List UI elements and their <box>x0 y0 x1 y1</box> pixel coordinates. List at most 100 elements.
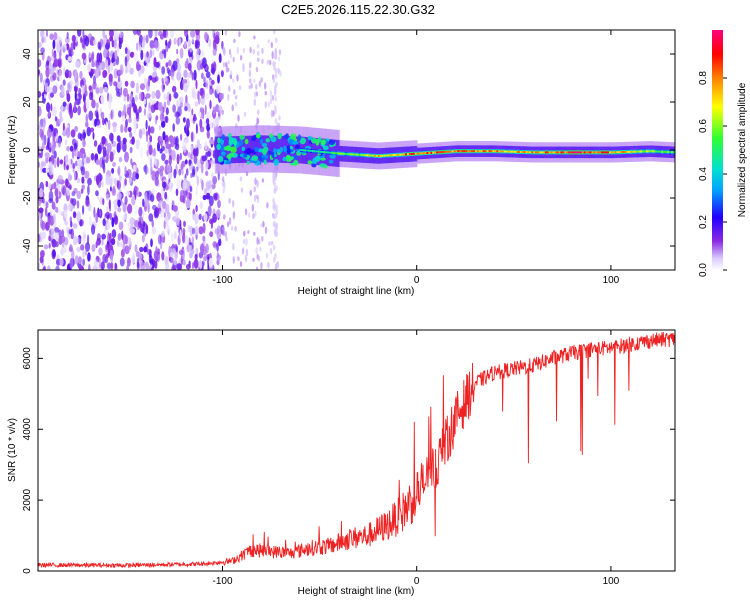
noise-blob <box>256 117 259 125</box>
noise-blob <box>211 149 214 156</box>
noise-blob <box>79 147 86 155</box>
noise-blob <box>154 30 158 38</box>
noise-blob <box>203 77 206 84</box>
ridge-peak <box>323 151 326 154</box>
ridge-peak <box>319 150 322 153</box>
noise-blob <box>192 262 194 270</box>
noise-blob <box>194 101 199 107</box>
ridge-peak <box>428 151 431 154</box>
noise-blob <box>45 157 49 164</box>
noise-blob <box>162 131 166 141</box>
noise-blob <box>152 127 155 134</box>
noise-blob <box>158 124 161 132</box>
noise-blob <box>95 190 99 197</box>
ridge-peak <box>346 153 349 156</box>
noise-blob <box>47 215 51 227</box>
noise-blob <box>126 257 131 267</box>
ridge-peak <box>599 151 602 154</box>
noise-blob <box>127 126 132 133</box>
ridge-blob <box>289 156 294 161</box>
spec-xtick-label: 100 <box>603 275 620 286</box>
colorbar-ticks: 0.0 0.2 0.4 0.6 0.8 <box>698 71 727 277</box>
noise-blob <box>102 30 106 39</box>
noise-blob <box>264 91 267 96</box>
noise-blob <box>209 231 214 238</box>
ridge-peak <box>438 151 441 154</box>
noise-blob <box>91 68 96 75</box>
ridge-blob <box>276 148 281 153</box>
ridge-peak <box>333 152 336 155</box>
noise-blob <box>183 82 188 93</box>
noise-blob <box>118 175 122 182</box>
noise-blob <box>137 190 140 198</box>
noise-blob <box>59 49 62 59</box>
noise-blob <box>176 99 179 108</box>
noise-blob <box>133 124 137 136</box>
noise-blob <box>266 201 269 209</box>
ridge-blob <box>251 160 258 164</box>
noise-blob <box>99 38 104 48</box>
noise-blob <box>89 127 95 133</box>
noise-blob <box>212 213 218 223</box>
noise-blob <box>188 159 192 165</box>
noise-blob <box>66 187 71 196</box>
noise-blob <box>269 90 273 98</box>
noise-blob <box>49 92 55 98</box>
noise-blob <box>74 79 79 87</box>
noise-blob <box>242 65 245 73</box>
noise-blob <box>270 41 273 49</box>
noise-blob <box>79 218 83 227</box>
ridge-blob <box>295 144 301 150</box>
ridge-peak <box>663 150 666 153</box>
noise-blob <box>77 30 82 37</box>
ridge-peak <box>309 149 313 152</box>
noise-blob <box>153 250 159 261</box>
noise-blob <box>41 36 45 44</box>
noise-blob <box>203 213 208 222</box>
noise-blob <box>114 177 117 187</box>
ridge-blob <box>255 134 261 139</box>
noise-blob <box>275 81 278 88</box>
ridge-blob <box>230 146 237 153</box>
noise-blob <box>117 206 122 213</box>
noise-blob <box>55 265 60 270</box>
noise-blob <box>191 227 196 235</box>
ridge-peak <box>385 154 388 157</box>
noise-blob <box>258 80 262 88</box>
noise-blob <box>88 263 91 270</box>
noise-blob <box>72 162 76 169</box>
noise-blob <box>215 104 220 113</box>
ridge-peak <box>486 150 489 153</box>
ridge-peak <box>581 151 584 154</box>
noise-blob <box>80 166 84 172</box>
snr-series-line <box>38 331 675 569</box>
ridge-peak <box>362 154 365 156</box>
noise-blob <box>108 102 112 111</box>
noise-blob <box>66 164 69 171</box>
noise-blob <box>134 94 138 102</box>
noise-blob <box>43 244 49 250</box>
noise-blob <box>46 265 51 270</box>
noise-blob <box>47 128 52 139</box>
noise-blob <box>82 205 85 215</box>
noise-blob <box>87 177 92 186</box>
noise-blob <box>102 198 105 206</box>
noise-blob <box>154 260 158 269</box>
noise-blob <box>125 190 131 196</box>
noise-blob <box>228 217 232 225</box>
noise-blob <box>99 209 102 217</box>
ridge-peak <box>605 151 608 154</box>
noise-blob <box>129 131 133 138</box>
ridge-peak <box>642 150 645 153</box>
noise-blob <box>41 140 45 151</box>
ridge-peak <box>358 153 361 156</box>
ridge-peak <box>519 151 522 153</box>
noise-blob <box>157 234 162 245</box>
noise-blob <box>220 70 224 78</box>
noise-blob <box>80 244 85 251</box>
ridge-blob <box>243 153 248 158</box>
ridge-blob <box>320 139 326 145</box>
noise-blob <box>153 39 159 49</box>
noise-blob <box>138 91 144 101</box>
ridge-peak <box>655 150 658 153</box>
